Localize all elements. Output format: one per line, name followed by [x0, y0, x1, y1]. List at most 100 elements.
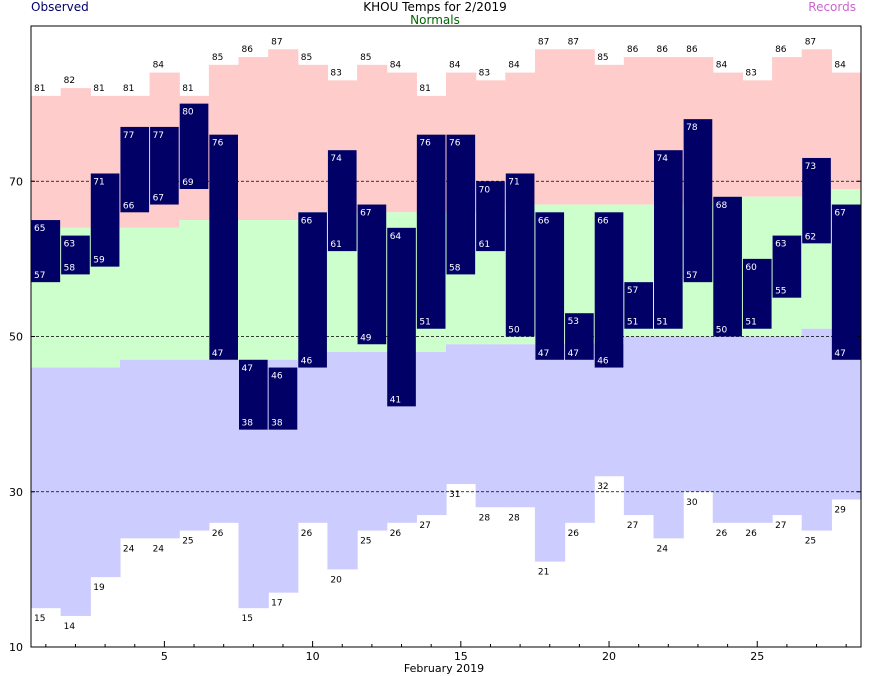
- y-tick-label: 30: [9, 486, 23, 499]
- observed-bar: [594, 212, 624, 368]
- record-low-label: 30: [686, 498, 698, 508]
- record-low-band: [297, 352, 329, 523]
- record-high-band: [31, 95, 62, 228]
- record-low-label: 26: [745, 529, 757, 539]
- observed-bar: [772, 235, 802, 298]
- record-high-label: 86: [775, 45, 787, 55]
- observed-low-label: 62: [805, 232, 816, 242]
- record-low-label: 26: [390, 529, 402, 539]
- record-high-label: 87: [568, 37, 579, 47]
- record-low-band: [60, 367, 91, 616]
- observed-low-label: 58: [449, 263, 461, 273]
- record-low-label: 14: [64, 622, 76, 632]
- record-high-label: 81: [34, 84, 45, 94]
- record-low-band: [416, 352, 447, 516]
- record-high-band: [268, 49, 299, 221]
- observed-low-label: 38: [242, 419, 254, 429]
- record-high-label: 84: [508, 61, 520, 71]
- observed-bar: [327, 150, 357, 252]
- observed-bar: [179, 103, 209, 190]
- record-low-label: 32: [597, 482, 608, 492]
- record-high-band: [564, 49, 595, 205]
- observed-high-label: 66: [597, 216, 609, 226]
- observed-bar: [742, 258, 772, 329]
- normal-band: [238, 220, 269, 360]
- observed-high-label: 76: [212, 139, 224, 149]
- observed-bar: [505, 173, 535, 337]
- record-low-band: [712, 336, 744, 523]
- record-low-label: 19: [93, 583, 105, 593]
- record-low-band: [772, 336, 803, 516]
- legend-records: Records: [808, 0, 856, 14]
- record-high-label: 86: [686, 45, 698, 55]
- record-low-band: [446, 344, 477, 484]
- x-tick-label: 25: [750, 650, 764, 663]
- record-high-label: 81: [123, 84, 134, 94]
- observed-low-label: 47: [834, 349, 845, 359]
- axis-ticks: 10 30 50 70 5 10 15 20 25: [9, 175, 861, 663]
- record-high-label: 84: [716, 61, 728, 71]
- record-low-label: 25: [360, 537, 371, 547]
- record-high-label: 83: [479, 68, 490, 78]
- record-low-band: [683, 336, 714, 492]
- record-low-band: [208, 359, 240, 523]
- observed-low-label: 51: [745, 318, 756, 328]
- record-high-band: [534, 49, 566, 205]
- record-low-band: [475, 344, 506, 508]
- record-high-label: 87: [805, 37, 816, 47]
- observed-low-label: 57: [686, 271, 697, 281]
- record-high-label: 85: [301, 53, 312, 63]
- record-high-label: 86: [242, 45, 254, 55]
- record-low-band: [534, 344, 566, 562]
- record-high-label: 83: [330, 68, 341, 78]
- record-low-label: 24: [657, 544, 669, 554]
- record-low-label: 27: [419, 521, 430, 531]
- record-high-label: 85: [597, 53, 608, 63]
- record-low-label: 27: [627, 521, 638, 531]
- normal-band: [119, 227, 151, 360]
- record-high-band: [60, 88, 91, 228]
- record-low-label: 28: [508, 513, 520, 523]
- observed-bar: [387, 227, 416, 407]
- observed-bar: [416, 134, 446, 329]
- record-high-band: [238, 57, 269, 221]
- observed-low-label: 59: [93, 256, 105, 266]
- observed-bar: [831, 204, 861, 360]
- observed-bar: [268, 367, 298, 430]
- record-high-band: [772, 57, 803, 197]
- record-low-label: 26: [212, 529, 224, 539]
- observed-bar: [239, 359, 268, 430]
- observed-high-label: 68: [716, 201, 728, 211]
- record-low-label: 26: [716, 529, 728, 539]
- observed-high-label: 67: [360, 209, 371, 219]
- record-low-label: 28: [479, 513, 491, 523]
- record-high-label: 85: [360, 53, 371, 63]
- observed-high-label: 76: [419, 139, 431, 149]
- observed-bar: [150, 126, 179, 205]
- observed-bar: [298, 212, 327, 368]
- observed-bar: [654, 150, 683, 329]
- observed-bar: [565, 313, 594, 360]
- observed-high-label: 67: [834, 209, 845, 219]
- observed-low-label: 69: [182, 178, 194, 188]
- record-high-band: [712, 72, 744, 197]
- observed-high-label: 71: [93, 177, 104, 187]
- observed-low-label: 49: [360, 333, 372, 343]
- record-low-label: 26: [301, 529, 313, 539]
- observed-high-label: 77: [153, 131, 164, 141]
- observed-bar: [446, 134, 476, 275]
- observed-low-label: 51: [657, 318, 668, 328]
- record-high-band: [742, 80, 773, 197]
- observed-bar: [802, 157, 831, 244]
- observed-low-label: 61: [479, 240, 490, 250]
- observed-high-label: 63: [64, 240, 75, 250]
- y-tick-label: 10: [9, 641, 23, 654]
- x-tick-label: 10: [306, 650, 320, 663]
- observed-bar: [713, 196, 742, 337]
- observed-bar: [31, 220, 61, 283]
- record-low-band: [801, 328, 832, 531]
- observed-high-label: 74: [657, 154, 669, 164]
- observed-bar: [535, 212, 565, 360]
- observed-high-label: 66: [301, 216, 313, 226]
